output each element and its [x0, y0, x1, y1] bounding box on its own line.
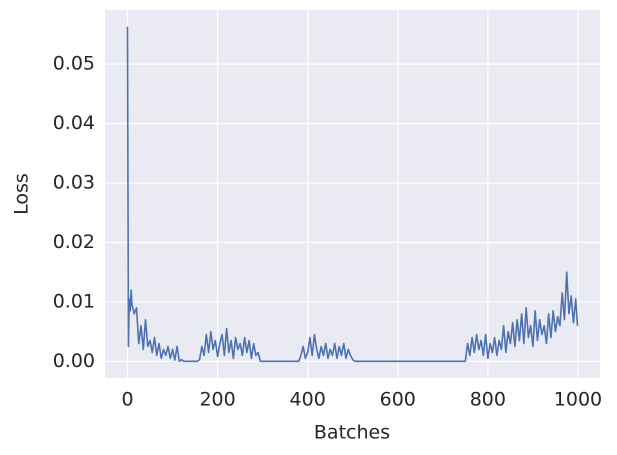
- x-tick-label: 800: [470, 389, 506, 411]
- y-tick-label: 0.01: [53, 290, 95, 312]
- loss-line: [126, 26, 579, 363]
- y-axis-label: Loss: [11, 173, 33, 215]
- y-tick-label: 0.00: [53, 350, 95, 372]
- x-tick-label: 600: [380, 389, 416, 411]
- y-tick-label: 0.05: [53, 53, 95, 75]
- x-tick-label: 1000: [554, 389, 602, 411]
- x-tick-label: 200: [199, 389, 235, 411]
- y-tick-label: 0.04: [53, 112, 95, 134]
- x-tick-label: 0: [121, 389, 133, 411]
- y-tick-label: 0.03: [53, 172, 95, 194]
- x-axis-label: Batches: [314, 422, 390, 444]
- plot-area: [105, 10, 600, 378]
- x-tick-label: 400: [290, 389, 326, 411]
- y-tick-label: 0.02: [53, 231, 95, 253]
